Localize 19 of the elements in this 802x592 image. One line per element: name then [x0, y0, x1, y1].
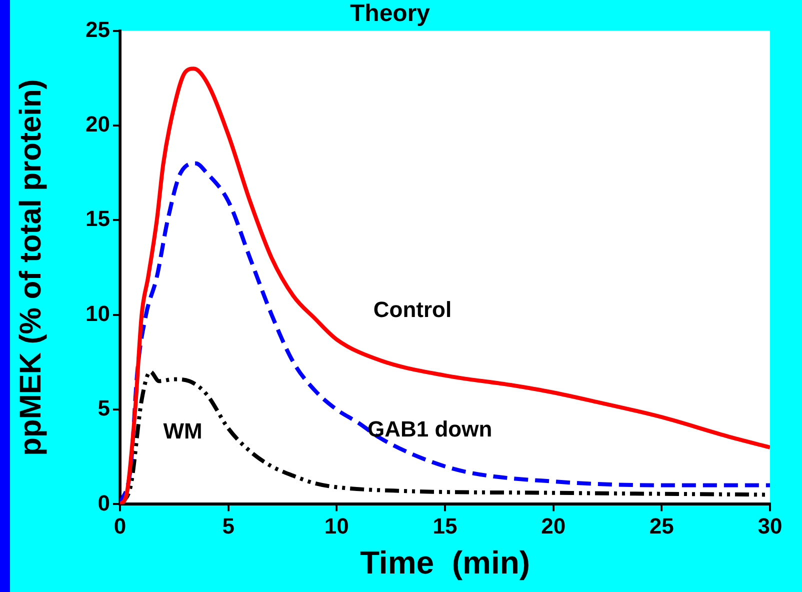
- y-tick-label: 0: [98, 490, 110, 516]
- series-label: WM: [163, 418, 202, 444]
- x-tick-label: 15: [432, 513, 458, 538]
- x-tick-label: 5: [222, 513, 234, 538]
- x-tick-label: 10: [324, 513, 349, 538]
- x-tick-label: 25: [649, 513, 674, 538]
- x-axis-title: Time (min): [360, 544, 530, 581]
- x-tick-label: 20: [541, 513, 566, 538]
- y-tick-label: 25: [86, 16, 110, 42]
- y-tick-label: 10: [86, 300, 110, 326]
- y-axis-title: ppMEK (% of total protein): [14, 79, 48, 456]
- x-tick-label: 0: [114, 513, 126, 538]
- series-label: GAB1 down: [367, 416, 492, 442]
- y-tick-label: 5: [98, 396, 110, 421]
- x-tick-label: 30: [758, 513, 782, 538]
- y-tick-label: 15: [86, 206, 110, 232]
- chart-title: Theory: [350, 0, 431, 28]
- series-label: Control: [373, 297, 452, 322]
- y-tick-label: 20: [86, 112, 110, 137]
